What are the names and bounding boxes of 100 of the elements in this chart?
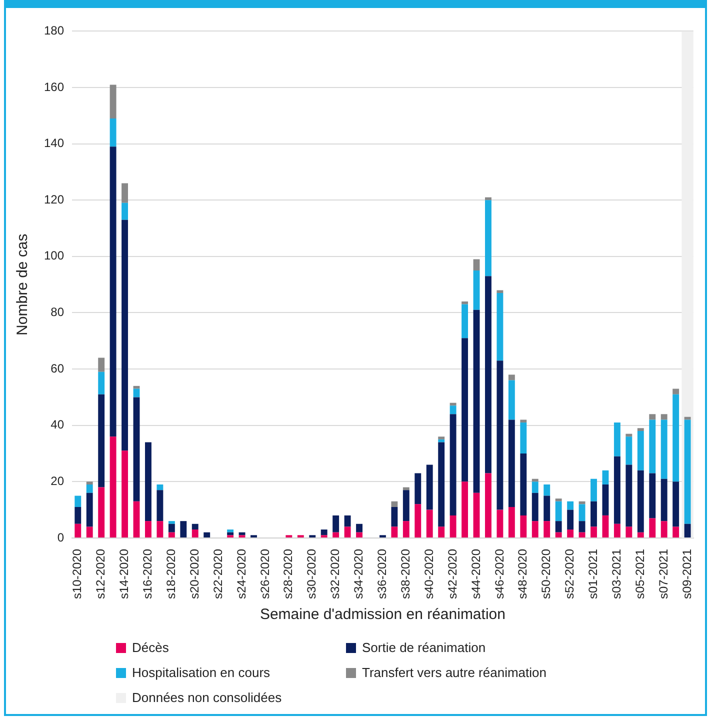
bar xyxy=(649,414,656,420)
bar xyxy=(391,526,398,538)
bar xyxy=(485,473,492,538)
bar xyxy=(74,506,82,524)
bar xyxy=(192,524,198,530)
y-tick-label: 40 xyxy=(50,418,64,432)
bar xyxy=(508,374,515,380)
bar xyxy=(578,521,586,532)
bar xyxy=(684,524,691,538)
x-tick-label: s10-2020 xyxy=(70,548,84,600)
bar xyxy=(473,310,480,493)
y-tick-label: 140 xyxy=(44,136,64,150)
bar xyxy=(520,422,527,454)
bar xyxy=(555,501,562,522)
bar xyxy=(649,473,656,518)
bar xyxy=(672,526,680,538)
legend-label: Données non consolidées xyxy=(132,690,282,705)
x-tick-label: s28-2020 xyxy=(281,548,296,600)
bar xyxy=(110,146,116,437)
bar xyxy=(555,532,562,538)
bar xyxy=(356,524,362,532)
bar xyxy=(496,290,504,294)
bar xyxy=(462,304,468,338)
y-tick-label: 160 xyxy=(44,80,64,94)
x-tick-label: s32-2020 xyxy=(328,548,342,600)
bar xyxy=(414,504,422,538)
y-tick-label: 80 xyxy=(50,305,64,320)
x-tick-label: s40-2020 xyxy=(422,548,436,600)
bar xyxy=(602,470,609,484)
x-tick-label: s09-2021 xyxy=(680,548,694,600)
bar xyxy=(204,532,210,538)
x-tick-label: s16-2020 xyxy=(140,548,155,600)
bar xyxy=(626,436,632,465)
y-tick-label: 180 xyxy=(44,24,64,38)
bar xyxy=(637,430,644,470)
bar xyxy=(227,530,234,532)
bar xyxy=(544,484,550,496)
y-tick-label: 120 xyxy=(44,192,64,206)
bar xyxy=(485,200,492,276)
bar xyxy=(402,490,410,522)
bar xyxy=(496,510,504,538)
bar xyxy=(473,492,480,538)
bar xyxy=(462,301,468,304)
bar xyxy=(156,521,164,538)
bar xyxy=(98,372,105,394)
bar xyxy=(544,496,550,522)
bar xyxy=(356,532,362,538)
bar xyxy=(426,464,433,510)
legend-label: Transfert vers autre réanimation xyxy=(362,665,546,680)
bar xyxy=(98,394,105,488)
bar xyxy=(86,482,93,484)
bar xyxy=(110,436,116,538)
bar xyxy=(614,456,620,524)
x-tick-label: s18-2020 xyxy=(164,548,178,600)
bar xyxy=(426,510,433,538)
x-tick-label: s14-2020 xyxy=(117,548,132,600)
bar xyxy=(555,498,562,502)
bar xyxy=(532,492,538,522)
bar xyxy=(462,482,468,538)
bar xyxy=(614,524,620,538)
bar xyxy=(567,501,574,510)
bar xyxy=(450,406,456,414)
bar xyxy=(590,501,597,527)
bar xyxy=(660,414,668,420)
bar xyxy=(110,84,116,118)
bar xyxy=(532,521,538,538)
bar xyxy=(450,414,456,516)
bar xyxy=(320,530,328,536)
bar xyxy=(133,501,140,538)
bar xyxy=(145,442,152,522)
bar xyxy=(660,521,668,538)
bar xyxy=(672,388,680,394)
bar xyxy=(567,510,574,530)
bar xyxy=(637,470,644,532)
bar xyxy=(145,521,152,538)
bar xyxy=(98,487,105,538)
bar xyxy=(122,450,128,538)
bar xyxy=(344,515,351,527)
bar xyxy=(156,490,164,522)
x-tick-label: s05-2021 xyxy=(632,548,647,600)
bar xyxy=(544,521,550,538)
bar xyxy=(520,420,527,423)
bar xyxy=(98,358,105,372)
x-tick-label: s34-2020 xyxy=(352,548,366,600)
bar xyxy=(391,501,398,507)
bar xyxy=(332,532,340,538)
bar xyxy=(649,420,656,474)
page-frame: Semaine d'admission en réanimation Nombre de cas s10-2020 s12-2020 s14-2020 s16-2020 s18-2020 s20-2020 s22-2020 s24-2020 s26-2020 s28-2020 s30-2020 s32-2020 s34-2020 s36-2020 s38-2020 s40-2020 s42-2020 s44-2020 s46-2020 s48-2020 s50-2020 s52-2020 s01-2021 s03-2021 s05-2021 s07-2021 s09-2021 0 20 40 60 80 100 120 140 160 180 Décès Sortie de réanimation Hospitalisation en cours Transfert vers autre réanimation Données non consolidées xyxy=(4,0,707,716)
bar xyxy=(649,518,656,538)
bar xyxy=(344,526,351,538)
x-tick-label: s22-2020 xyxy=(210,548,225,600)
bar xyxy=(660,478,668,522)
x-tick-label: s46-2020 xyxy=(492,548,506,600)
bar xyxy=(590,478,597,502)
bar xyxy=(532,482,538,493)
x-tick-label: s52-2020 xyxy=(562,548,577,600)
legend-label: Sortie de réanimation xyxy=(362,640,486,655)
x-tick-label: s50-2020 xyxy=(539,548,554,600)
bar xyxy=(590,526,597,538)
y-tick-label: 20 xyxy=(50,474,64,488)
